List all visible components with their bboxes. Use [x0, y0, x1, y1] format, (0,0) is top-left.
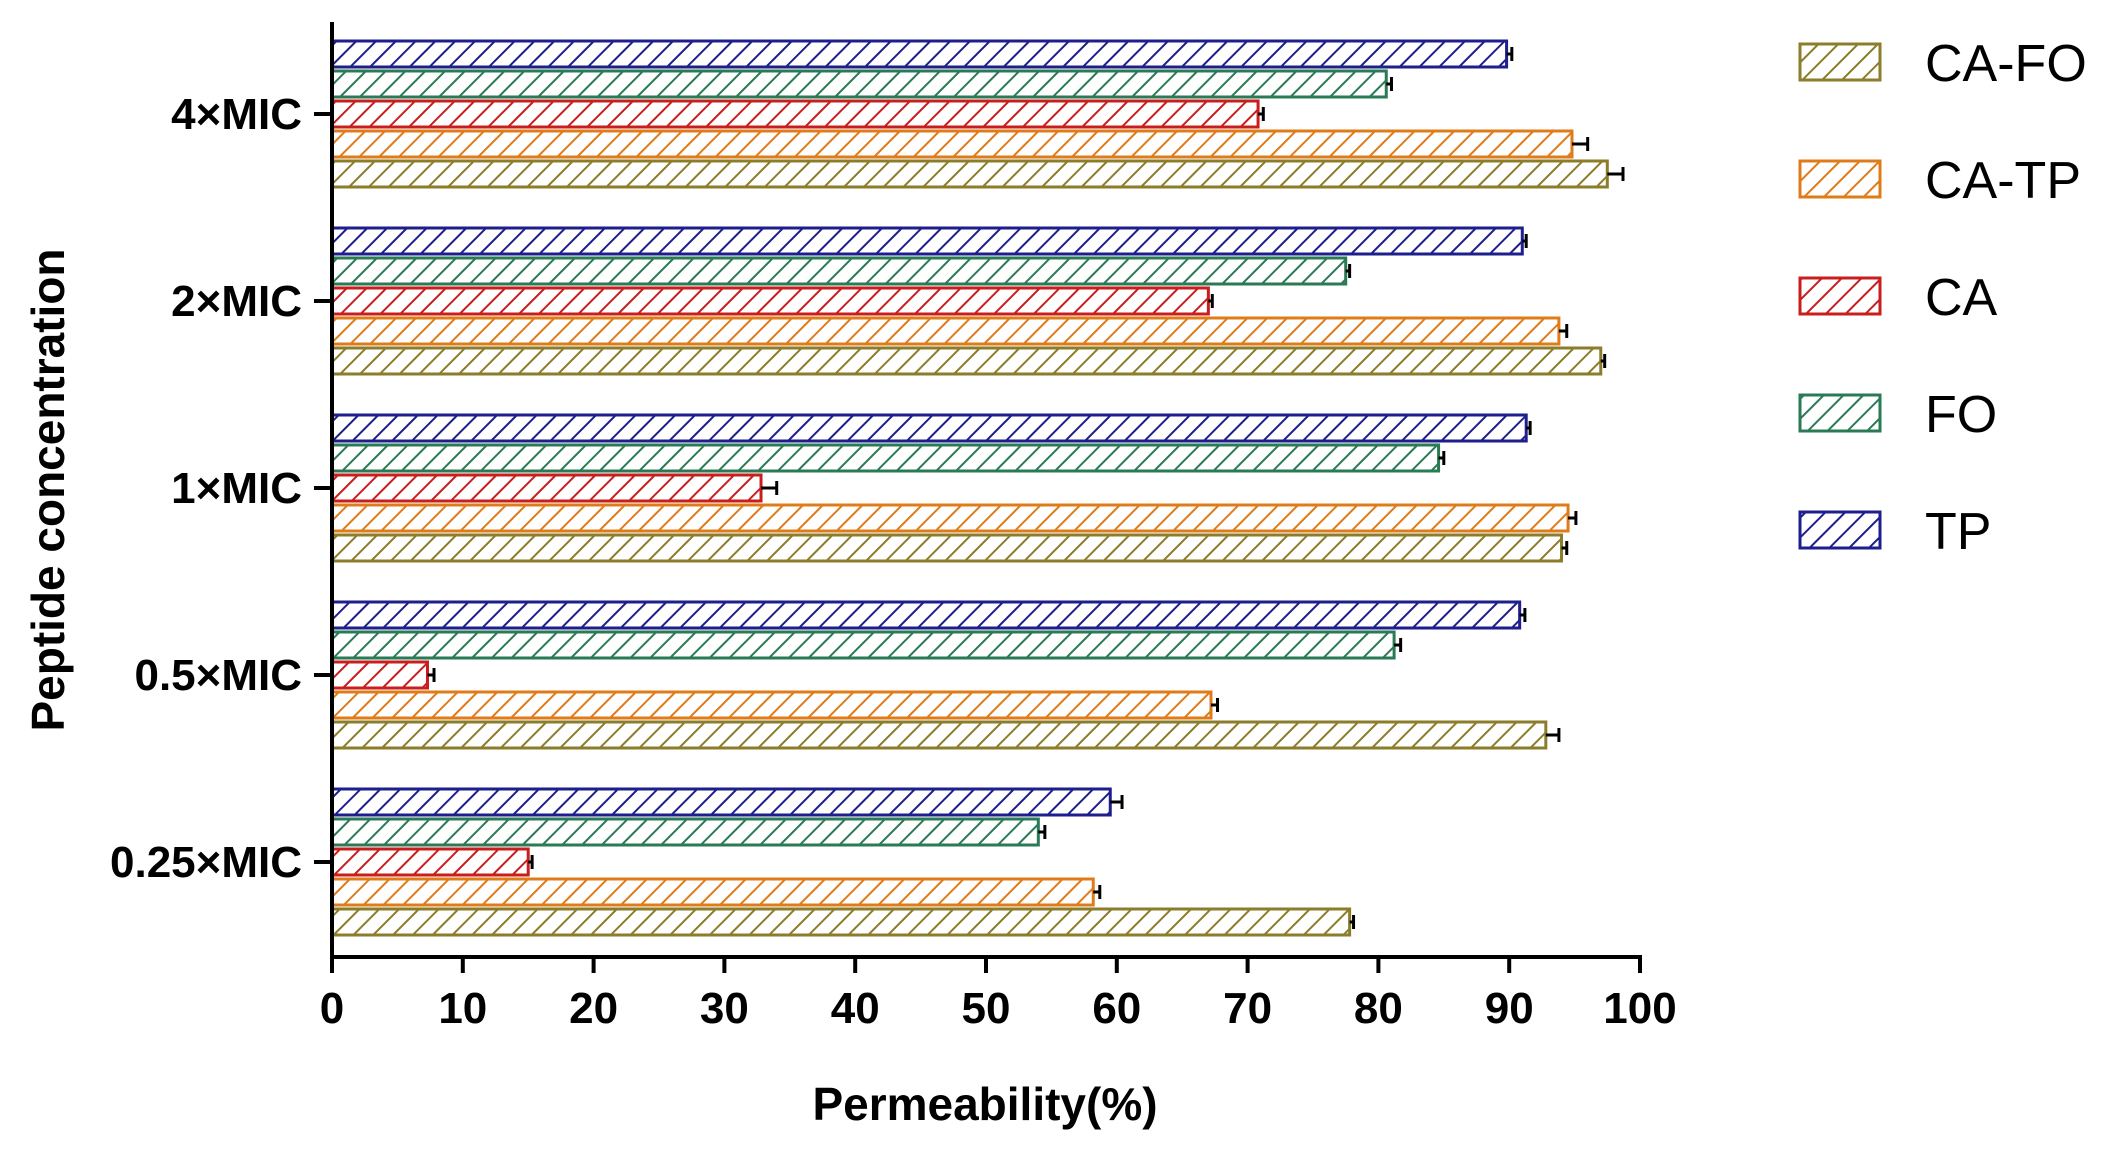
- bar-CA-TP-2×MIC: [330, 316, 1561, 346]
- error-bar-FO-0.5×MIC: [1394, 638, 1403, 652]
- error-bar-CA-1×MIC: [761, 481, 779, 495]
- bar-TP-0.25×MIC: [330, 787, 1112, 817]
- bars-layer: [330, 39, 1625, 937]
- x-tick-label: 40: [831, 984, 880, 1033]
- bar-CA-TP-4×MIC: [330, 129, 1574, 159]
- error-bar-CA-TP-4×MIC: [1571, 137, 1590, 151]
- legend-label-CA: CA: [1925, 269, 1998, 327]
- x-tick-label: 10: [438, 984, 487, 1033]
- error-bar-TP-2×MIC: [1522, 234, 1528, 248]
- bar-CA-0.5×MIC: [330, 660, 429, 690]
- bar-CA-FO-0.25×MIC: [330, 907, 1352, 937]
- bar-FO-4×MIC: [330, 69, 1388, 99]
- x-tick-label: 50: [962, 984, 1011, 1033]
- bar-TP-4×MIC: [330, 39, 1509, 69]
- error-bar-FO-1×MIC: [1438, 451, 1446, 465]
- bar-CA-TP-1×MIC: [330, 503, 1570, 533]
- x-tick-label: 0: [320, 984, 344, 1033]
- legend: CA-FO CA-TP CA FO TP: [1798, 35, 2087, 561]
- error-bar-TP-0.5×MIC: [1519, 608, 1527, 622]
- error-bar-CA-FO-2×MIC: [1600, 354, 1607, 368]
- bar-CA-2×MIC: [330, 286, 1210, 316]
- legend-swatch-CA-FO: [1798, 42, 1882, 82]
- x-axis-title: Permeability(%): [812, 1078, 1157, 1130]
- error-bar-TP-1×MIC: [1526, 421, 1532, 435]
- y-tick-label: 1×MIC: [171, 464, 302, 513]
- x-tick-label: 90: [1485, 984, 1534, 1033]
- error-bar-CA-2×MIC: [1208, 294, 1214, 308]
- error-bar-CA-FO-0.25×MIC: [1349, 915, 1356, 929]
- error-bar-CA-TP-2×MIC: [1558, 324, 1569, 338]
- y-tick-label: 2×MIC: [171, 277, 302, 326]
- legend-label-CA-FO: CA-FO: [1925, 35, 2087, 93]
- axes-layer: 0 10 20 30 40 50 60 70 80 90 100 0.25×MIC 0.5×MIC 1×M…: [110, 22, 1677, 1033]
- bar-CA-TP-0.25×MIC: [330, 877, 1095, 907]
- legend-label-CA-TP: CA-TP: [1925, 152, 2081, 210]
- y-axis-title: Peptide concentration: [22, 248, 74, 731]
- bar-CA-1×MIC: [330, 473, 763, 503]
- error-bar-FO-0.25×MIC: [1038, 825, 1047, 839]
- error-bar-TP-4×MIC: [1506, 47, 1514, 61]
- bar-CA-FO-4×MIC: [330, 159, 1609, 189]
- legend-label-TP: TP: [1925, 503, 1991, 561]
- bar-CA-FO-2×MIC: [330, 346, 1603, 376]
- error-bar-CA-0.25×MIC: [528, 855, 534, 869]
- bar-CA-4×MIC: [330, 99, 1260, 129]
- bar-CA-0.25×MIC: [330, 847, 530, 877]
- error-bar-CA-TP-0.5×MIC: [1210, 698, 1220, 712]
- error-bar-CA-0.5×MIC: [427, 668, 436, 682]
- x-tick-label: 70: [1223, 984, 1272, 1033]
- error-bar-CA-TP-0.25×MIC: [1093, 885, 1102, 899]
- bar-FO-2×MIC: [330, 256, 1348, 286]
- y-tick-label: 4×MIC: [171, 90, 302, 139]
- bar-TP-2×MIC: [330, 226, 1524, 256]
- x-tick-label: 60: [1092, 984, 1141, 1033]
- bar-FO-0.25×MIC: [330, 817, 1040, 847]
- y-tick-label: 0.25×MIC: [110, 838, 302, 887]
- x-tick-label: 100: [1603, 984, 1676, 1033]
- bar-FO-0.5×MIC: [330, 630, 1396, 660]
- y-tick-label: 0.5×MIC: [134, 651, 302, 700]
- x-tick-label: 80: [1354, 984, 1403, 1033]
- bar-TP-1×MIC: [330, 413, 1528, 443]
- error-bar-FO-2×MIC: [1345, 264, 1352, 278]
- error-bar-CA-TP-1×MIC: [1568, 511, 1578, 525]
- error-bar-FO-4×MIC: [1386, 77, 1393, 91]
- x-tick-label: 30: [700, 984, 749, 1033]
- x-tick-label: 20: [569, 984, 618, 1033]
- legend-label-FO: FO: [1925, 386, 1997, 444]
- legend-swatch-CA: [1798, 276, 1882, 316]
- bar-FO-1×MIC: [330, 443, 1441, 473]
- error-bar-CA-FO-4×MIC: [1607, 167, 1625, 181]
- bar-CA-TP-0.5×MIC: [330, 690, 1213, 720]
- legend-swatch-CA-TP: [1798, 159, 1882, 199]
- error-bar-CA-4×MIC: [1258, 107, 1265, 121]
- error-bar-CA-FO-1×MIC: [1561, 541, 1569, 555]
- error-bar-TP-0.25×MIC: [1110, 795, 1124, 809]
- bar-TP-0.5×MIC: [330, 600, 1522, 630]
- error-bar-CA-FO-0.5×MIC: [1545, 728, 1561, 742]
- legend-swatch-FO: [1798, 393, 1882, 433]
- legend-swatch-TP: [1798, 510, 1882, 550]
- bar-CA-FO-1×MIC: [330, 533, 1564, 563]
- bar-CA-FO-0.5×MIC: [330, 720, 1548, 750]
